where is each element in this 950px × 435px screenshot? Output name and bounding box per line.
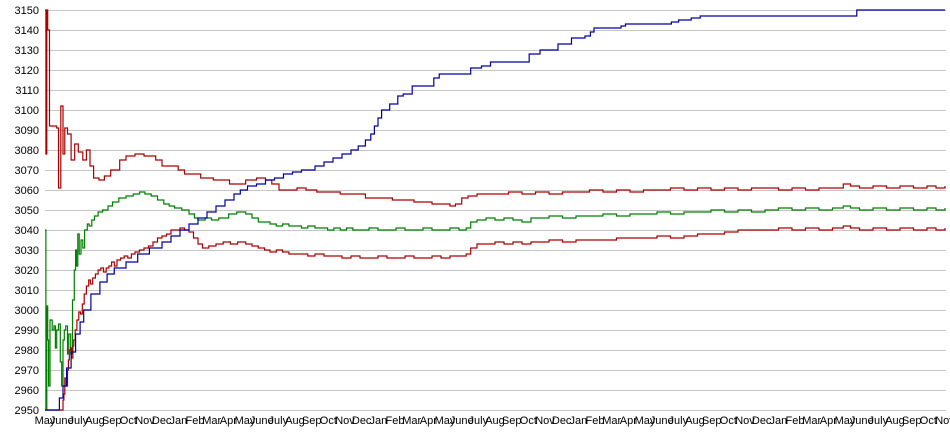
x-axis-tick-label: Jan bbox=[769, 415, 787, 427]
y-axis-tick-label: 3100 bbox=[15, 105, 39, 117]
x-axis-tick-label: July bbox=[669, 415, 689, 427]
y-axis-tick-label: 2950 bbox=[15, 405, 39, 417]
series-lines bbox=[45, 9, 946, 411]
x-axis-tick-label: Apr bbox=[220, 415, 237, 427]
x-axis-tick-label: June bbox=[850, 415, 874, 427]
y-axis-tick-label: 3120 bbox=[15, 65, 39, 77]
y-axis-tick-label: 3080 bbox=[15, 145, 39, 157]
x-axis-tick-label: Dec bbox=[352, 415, 372, 427]
x-axis-tick-label: June bbox=[250, 415, 274, 427]
x-axis-tick-label: Mar bbox=[202, 415, 221, 427]
x-axis-tick-label: Feb bbox=[186, 415, 205, 427]
x-axis-tick-label: July bbox=[469, 415, 489, 427]
x-axis-tick-label: Aug bbox=[485, 415, 505, 427]
series-blue-staircase-line bbox=[45, 9, 945, 411]
y-axis-tick-label: 3000 bbox=[15, 305, 39, 317]
x-axis-tick-label: Oct bbox=[520, 415, 537, 427]
x-axis-tick-label: Oct bbox=[720, 415, 737, 427]
y-axis-tick-label: 3150 bbox=[15, 5, 39, 17]
x-axis-tick-label: Feb bbox=[386, 415, 405, 427]
x-axis-tick-label: Feb bbox=[586, 415, 605, 427]
y-axis-tick-label: 3030 bbox=[15, 245, 39, 257]
x-axis-tick-label: Apr bbox=[620, 415, 637, 427]
y-axis-tick-label: 3140 bbox=[15, 25, 39, 37]
x-axis-tick-label: Jan bbox=[369, 415, 387, 427]
x-axis-tick-label: Aug bbox=[85, 415, 105, 427]
x-axis-tick-label: Jan bbox=[569, 415, 587, 427]
y-axis-tick-label: 2990 bbox=[15, 325, 39, 337]
y-axis-tick-label: 3060 bbox=[15, 185, 39, 197]
y-axis-tick-label: 2980 bbox=[15, 345, 39, 357]
x-axis-tick-label: Mar bbox=[802, 415, 821, 427]
y-axis-tick-label: 3070 bbox=[15, 165, 39, 177]
x-axis-tick-label: June bbox=[450, 415, 474, 427]
x-axis-tick-label: Sep bbox=[902, 415, 922, 427]
x-axis-tick-label: Nov bbox=[735, 415, 755, 427]
series-lower-red-band bbox=[45, 225, 946, 411]
y-axis-tick-label: 3020 bbox=[15, 265, 39, 277]
y-axis-tick-label: 3130 bbox=[15, 45, 39, 57]
x-axis-tick-label: July bbox=[869, 415, 889, 427]
y-axis-tick-label: 3040 bbox=[15, 225, 39, 237]
x-axis-tick-label: Aug bbox=[285, 415, 305, 427]
x-axis-tick-label: May bbox=[835, 415, 856, 427]
x-axis-tick-label: May bbox=[435, 415, 456, 427]
x-axis-tick-label: Sep bbox=[302, 415, 322, 427]
x-axis-tick-label: Sep bbox=[702, 415, 722, 427]
x-axis-tick-label: May bbox=[235, 415, 256, 427]
x-axis-tick-label: Nov bbox=[335, 415, 355, 427]
x-axis-tick-label: May bbox=[635, 415, 656, 427]
x-axis-tick-label: June bbox=[50, 415, 74, 427]
y-axis-tick-label: 2970 bbox=[15, 365, 39, 377]
y-axis-tick-label: 2960 bbox=[15, 385, 39, 397]
x-axis-tick-label: Apr bbox=[420, 415, 437, 427]
y-axis-tick-label: 3090 bbox=[15, 125, 39, 137]
x-axis-tick-label: Aug bbox=[685, 415, 705, 427]
y-axis-tick-label: 3110 bbox=[15, 85, 39, 97]
series-middle-green-line bbox=[45, 191, 946, 411]
x-axis-tick-label: Nov bbox=[535, 415, 555, 427]
x-axis-tick-label: Dec bbox=[752, 415, 772, 427]
x-axis-tick-label: Mar bbox=[602, 415, 621, 427]
x-axis-tick-label: Dec bbox=[152, 415, 172, 427]
gridlines bbox=[45, 10, 946, 411]
x-axis-tick-label: Jan bbox=[169, 415, 187, 427]
y-axis-tick-label: 3050 bbox=[15, 205, 39, 217]
x-axis-labels: MayJuneJulyAugSepOctNovDecJanFebMarAprMa… bbox=[35, 415, 950, 427]
x-axis-tick-label: Nov bbox=[135, 415, 155, 427]
x-axis-tick-label: Oct bbox=[920, 415, 937, 427]
x-axis-tick-label: Oct bbox=[120, 415, 137, 427]
x-axis-tick-label: July bbox=[269, 415, 289, 427]
x-axis-tick-label: May bbox=[35, 415, 56, 427]
x-axis-tick-label: June bbox=[650, 415, 674, 427]
series-upper-red-band bbox=[45, 9, 946, 207]
x-axis-tick-label: Feb bbox=[786, 415, 805, 427]
x-axis-tick-label: Mar bbox=[402, 415, 421, 427]
x-axis-tick-label: Sep bbox=[102, 415, 122, 427]
x-axis-tick-label: Nov bbox=[935, 415, 950, 427]
x-axis-tick-label: July bbox=[69, 415, 89, 427]
y-axis-labels: 3150 3140 3130 3120 3110 3100 3090 3080 3070 3060… bbox=[15, 5, 39, 417]
x-axis-tick-label: Apr bbox=[820, 415, 837, 427]
x-axis-tick-label: Aug bbox=[885, 415, 905, 427]
x-axis-tick-label: Oct bbox=[320, 415, 337, 427]
y-axis-tick-label: 3010 bbox=[15, 285, 39, 297]
x-axis-tick-label: Sep bbox=[502, 415, 522, 427]
x-axis-tick-label: Dec bbox=[552, 415, 572, 427]
